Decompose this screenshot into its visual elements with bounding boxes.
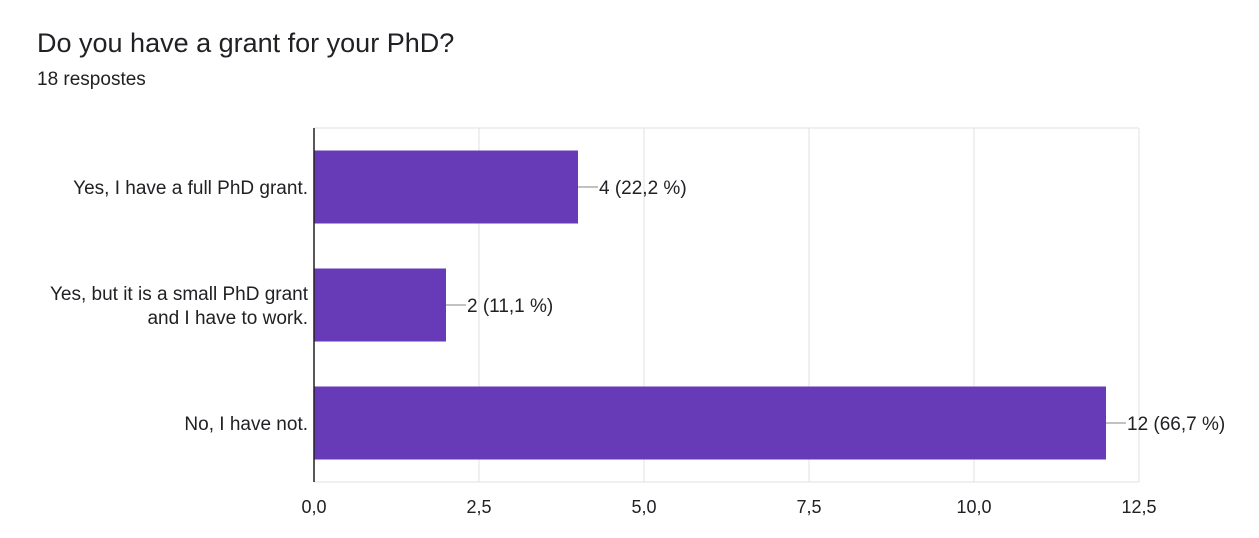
category-label: Yes, I have a full PhD grant. [73, 178, 308, 199]
data-label: 12 (66,7 %) [1127, 414, 1225, 435]
x-tick-label: 5,0 [631, 497, 656, 517]
chart-title: Do you have a grant for your PhD? [37, 28, 455, 58]
bar [314, 386, 1106, 460]
data-label: 4 (22,2 %) [599, 178, 687, 199]
labels: 0,0 2,5 5,0 7,5 10,0 12,5 4 (22,2 %) Yes, I hav… [50, 178, 1225, 517]
bar [314, 150, 578, 224]
category-label: Yes, but it is a small PhD grant [50, 284, 309, 305]
bars [314, 150, 1106, 460]
x-tick-label: 12,5 [1121, 497, 1156, 517]
x-tick-label: 10,0 [956, 497, 991, 517]
x-tick-label: 2,5 [466, 497, 491, 517]
category-label: No, I have not. [184, 414, 308, 435]
category-label: and I have to work. [147, 308, 308, 329]
data-label: 2 (11,1 %) [467, 296, 553, 317]
x-tick-label: 7,5 [796, 497, 821, 517]
bar [314, 268, 446, 342]
response-count: 18 respostes [37, 69, 146, 90]
x-tick-label: 0,0 [301, 497, 326, 517]
